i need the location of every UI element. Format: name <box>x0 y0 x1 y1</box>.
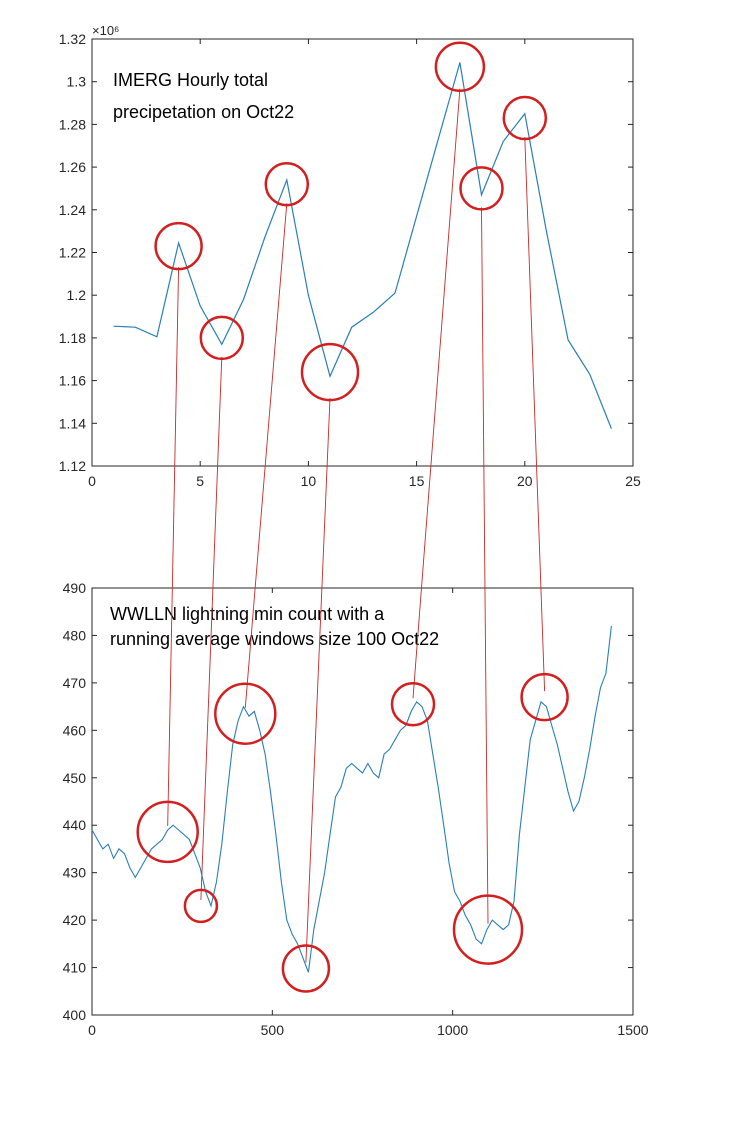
peak-connector-line <box>167 267 180 826</box>
chart-wwlln-lightning: 0 500 1000 1500 400 410 420 430 440 450 460 470 480… <box>63 580 649 1038</box>
highlight-circle <box>390 681 436 727</box>
y-tick-label: 450 <box>63 770 87 786</box>
y-tick-label: 1.18 <box>59 330 86 346</box>
highlight-circle <box>264 161 310 207</box>
y-tick-label: 440 <box>63 817 87 833</box>
y-tick-label: 1.14 <box>59 415 86 431</box>
peak-connector-line <box>524 136 546 692</box>
y-tick-label: 420 <box>63 912 87 928</box>
y-tick-label: 430 <box>63 865 87 881</box>
y-tick-label: 490 <box>63 580 87 596</box>
y-tick-label: 1.2 <box>67 287 87 303</box>
series-line <box>113 62 612 429</box>
peak-connector-line <box>481 207 489 924</box>
x-tick-labels: 0 500 1000 1500 <box>88 1022 649 1038</box>
peak-connector-line <box>305 398 331 963</box>
axis-ticks <box>91 587 634 1016</box>
highlight-circle <box>459 166 504 211</box>
y-tick-label: 460 <box>63 722 87 738</box>
y-tick-label: 1.32 <box>59 31 86 47</box>
highlight-circle <box>214 682 277 745</box>
y-tick-label: 1.3 <box>67 74 87 90</box>
x-tick-label: 25 <box>625 473 641 489</box>
y-tick-label: 1.26 <box>59 159 86 175</box>
y-tick-labels: 400 410 420 430 440 450 460 470 480 490 <box>63 580 87 1023</box>
y-exponent-label: ×10⁶ <box>92 23 119 38</box>
highlight-circle <box>199 315 245 361</box>
annotation-line-1: WWLLN lightning min count with a <box>110 604 385 624</box>
highlight-circles-top <box>154 41 548 402</box>
peak-connector-line <box>200 356 223 900</box>
x-tick-label: 1000 <box>437 1022 468 1038</box>
chart-imerg-precipitation: 0 5 10 15 20 25 1.121.141.161.181.21.221.241.… <box>59 23 641 489</box>
x-tick-label: 10 <box>301 473 317 489</box>
peak-connector-line <box>244 203 288 708</box>
peak-connectors <box>167 88 546 963</box>
annotation-line-2: precipetation on Oct22 <box>113 102 294 122</box>
y-tick-label: 400 <box>63 1007 87 1023</box>
y-tick-labels: 1.12 1.14 1.16 1.18 1.2 1.22 1.24 1.26 1.28 1.3 1.… <box>59 31 86 474</box>
y-tick-label: 1.22 <box>59 245 86 261</box>
x-tick-label: 0 <box>88 473 96 489</box>
peak-connector-line <box>412 88 461 699</box>
y-tick-label: 1.28 <box>59 116 86 132</box>
highlight-circle <box>136 800 199 864</box>
y-tick-label: 1.24 <box>59 202 86 218</box>
highlight-circle <box>183 888 219 924</box>
annotation-line-2: running average windows size 100 Oct22 <box>110 629 439 649</box>
series-line <box>91 625 612 973</box>
annotation-line-1: IMERG Hourly total <box>113 70 268 90</box>
highlight-circle <box>520 672 569 722</box>
x-tick-label: 20 <box>517 473 533 489</box>
highlight-circle <box>154 221 203 271</box>
y-tick-label: 480 <box>63 627 87 643</box>
y-tick-label: 1.16 <box>59 373 86 389</box>
x-tick-label: 5 <box>196 473 204 489</box>
highlight-circle <box>281 944 331 993</box>
x-tick-label: 1500 <box>617 1022 648 1038</box>
highlight-circle <box>300 342 360 402</box>
y-tick-label: 1.12 <box>59 458 86 474</box>
x-tick-label: 500 <box>261 1022 285 1038</box>
plot-area-frame <box>91 587 634 1016</box>
x-tick-labels: 0 5 10 15 20 25 <box>88 473 641 489</box>
x-tick-label: 15 <box>409 473 425 489</box>
highlight-circle <box>452 894 524 965</box>
axis-ticks <box>91 38 634 467</box>
highlight-circle <box>434 41 486 93</box>
x-tick-label: 0 <box>88 1022 96 1038</box>
y-tick-label: 410 <box>63 960 87 976</box>
highlight-circles-bottom <box>136 672 569 993</box>
highlight-circle <box>502 95 548 141</box>
y-tick-label: 470 <box>63 675 87 691</box>
